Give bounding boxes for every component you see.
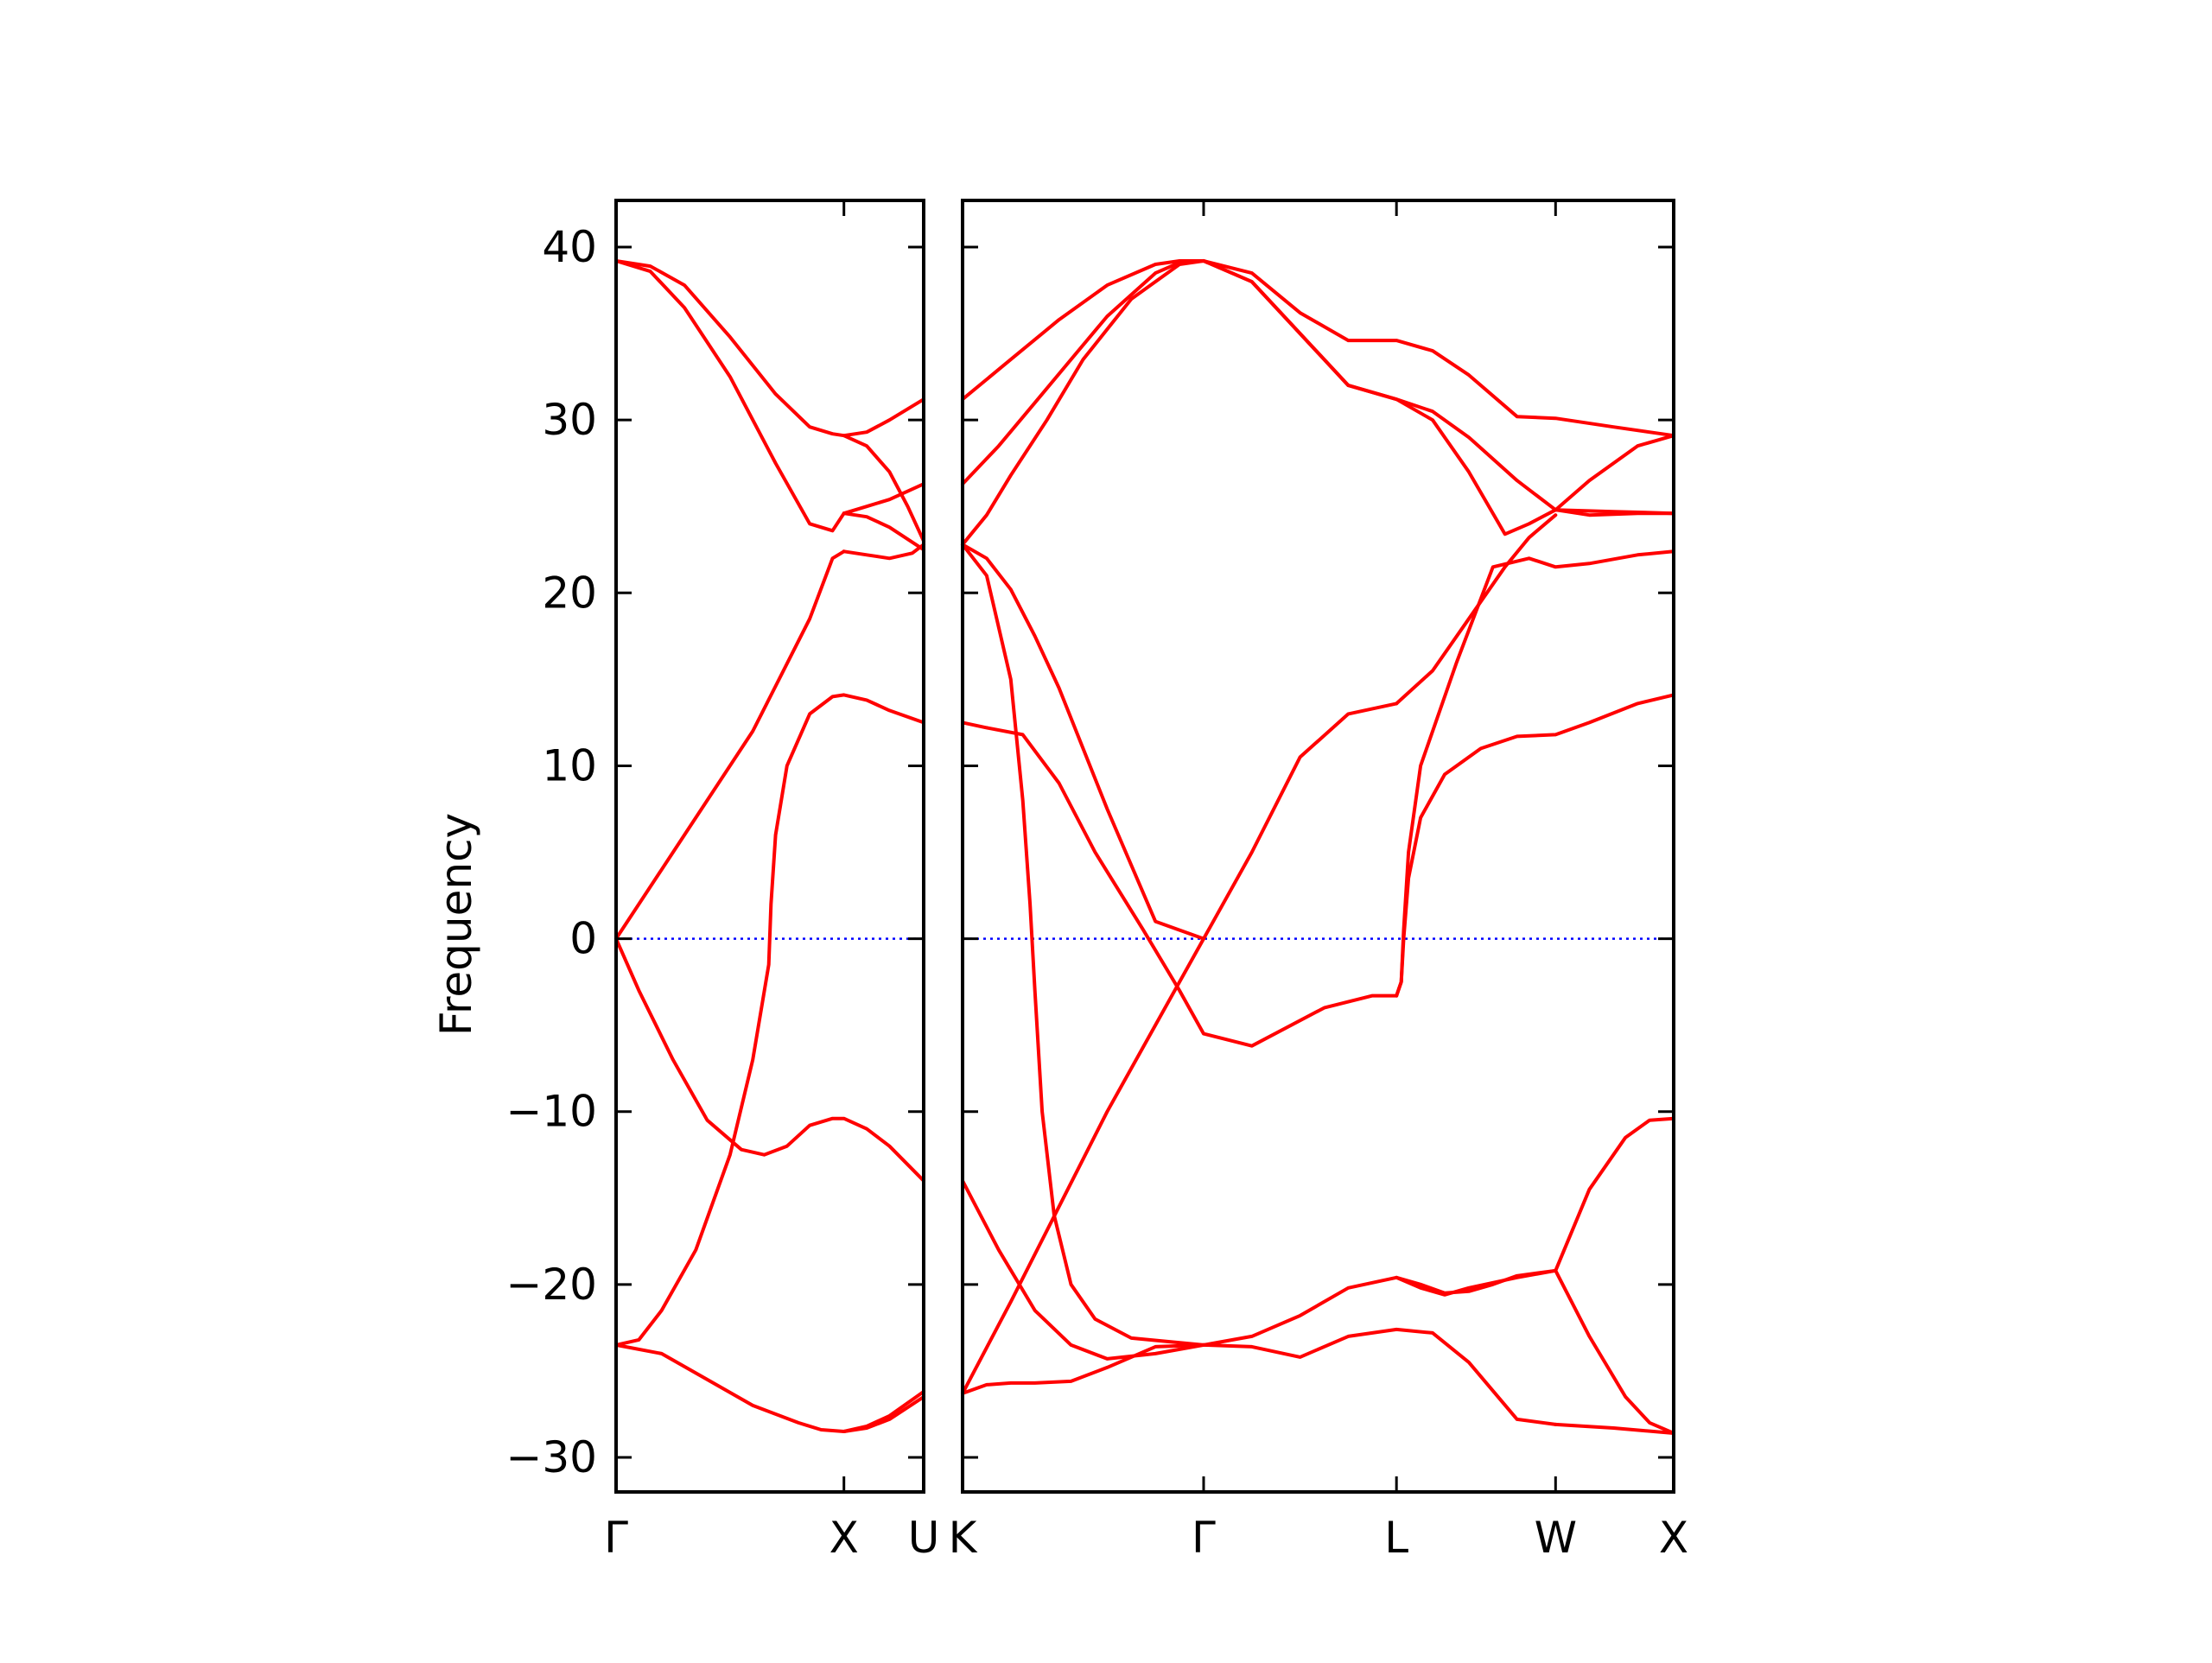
y-tick-label: 10 — [542, 740, 597, 790]
band-line-2-22 — [1395, 1268, 1558, 1297]
panel-k-gamma-l-w-x-frame — [961, 199, 1675, 1494]
band-line-2-13 — [961, 720, 1399, 1048]
band-line-2-10 — [961, 543, 1399, 941]
y-axis-label: Frequency — [431, 813, 481, 1036]
band-line-2-19 — [1202, 1327, 1558, 1426]
x-tick-label: Γ — [1192, 1513, 1216, 1563]
y-tick-label: −20 — [505, 1260, 597, 1310]
x-tick-label: X — [830, 1513, 859, 1563]
band-line-1-6 — [842, 543, 925, 561]
band-line-1-3 — [842, 434, 925, 543]
band-line-2-16 — [961, 936, 1205, 1395]
y-tick-label: 20 — [542, 568, 597, 618]
x-tick-label: L — [1384, 1513, 1408, 1563]
panel-frames — [614, 199, 1675, 1494]
band-line-2-2 — [961, 259, 1205, 486]
band-line-2-23 — [1554, 1116, 1675, 1273]
band-line-2-12 — [961, 543, 1205, 1347]
x-tick-label: Γ — [604, 1513, 628, 1563]
y-tick-label: 40 — [542, 222, 597, 272]
band-line-2-14 — [1395, 693, 1675, 998]
band-line-1-7 — [614, 693, 925, 1347]
band-line-2-6 — [1202, 259, 1558, 536]
band-line-2-20 — [1554, 1422, 1675, 1435]
band-line-2-3 — [961, 259, 1205, 547]
band-line-2-18 — [961, 1342, 1205, 1395]
band-line-1-4 — [842, 511, 925, 552]
band-line-2-4 — [1202, 259, 1675, 438]
band-line-2-17 — [961, 1178, 1205, 1361]
band-line-1-1 — [614, 259, 925, 533]
band-line-2-9 — [1554, 508, 1675, 516]
band-line-2-8 — [1554, 434, 1675, 512]
band-line-2-1 — [961, 259, 1205, 402]
y-tick-label: −10 — [505, 1087, 597, 1137]
y-tick-label: 30 — [542, 395, 597, 445]
band-line-1-2 — [614, 259, 925, 438]
band-line-2-15 — [1395, 549, 1675, 998]
x-tick-label: X — [1659, 1513, 1688, 1563]
axis-ticks — [614, 200, 1675, 1492]
band-line-2-11 — [1395, 513, 1558, 706]
band-line-1-5 — [614, 549, 846, 941]
band-line-2-5 — [1202, 259, 1558, 512]
band-line-1-10 — [842, 1389, 925, 1433]
band-line-1-8 — [614, 936, 925, 1183]
x-tick-label: U — [908, 1513, 940, 1563]
panel-gamma-x-u-frame — [614, 199, 925, 1494]
y-tick-label: −30 — [505, 1432, 597, 1482]
y-tick-label: 0 — [569, 914, 597, 964]
band-lines — [614, 259, 1675, 1435]
x-tick-label: K — [949, 1513, 978, 1563]
x-tick-label: W — [1535, 1513, 1577, 1563]
band-line-1-9 — [614, 1342, 925, 1433]
band-line-2-24 — [1554, 1268, 1675, 1435]
